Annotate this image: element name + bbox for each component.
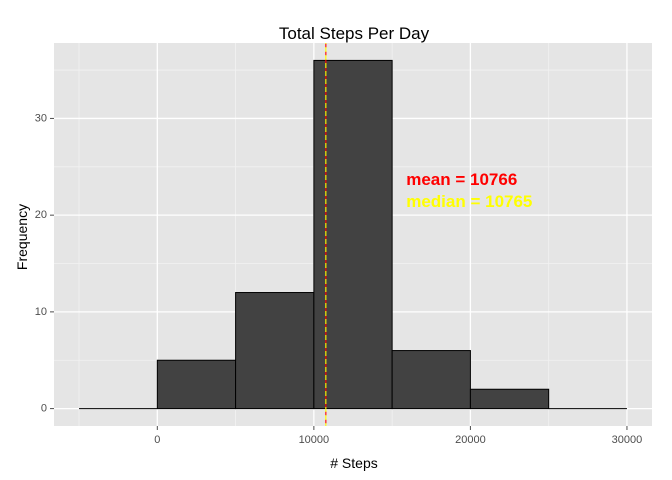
y-tick-label: 0 <box>41 402 47 414</box>
x-axis-ticks: 0 10000 20000 30000 <box>154 426 642 446</box>
x-tick-label: 10000 <box>299 434 330 446</box>
histogram-bar <box>156 359 237 410</box>
y-axis-ticks: 0 10 20 30 <box>35 112 54 414</box>
x-tick-label: 20000 <box>455 434 486 446</box>
y-tick-label: 20 <box>35 209 47 221</box>
histogram-bars <box>79 59 627 410</box>
chart-title: Total Steps Per Day <box>279 24 430 43</box>
x-tick-label: 0 <box>154 434 160 446</box>
annotations: mean = 10766 median = 10765 <box>406 170 532 211</box>
annotation-label: mean = 10766 <box>406 170 517 189</box>
histogram-bar <box>391 350 471 410</box>
y-axis-label: Frequency <box>14 204 30 270</box>
y-tick-label: 10 <box>35 306 47 318</box>
y-tick-label: 30 <box>35 112 47 124</box>
x-axis-label: # Steps <box>330 455 377 471</box>
histogram-bar <box>313 59 393 410</box>
histogram-bar <box>469 388 550 410</box>
x-tick-label: 30000 <box>612 434 643 446</box>
annotation-label: median = 10765 <box>406 192 532 211</box>
histogram-bar <box>235 292 315 410</box>
